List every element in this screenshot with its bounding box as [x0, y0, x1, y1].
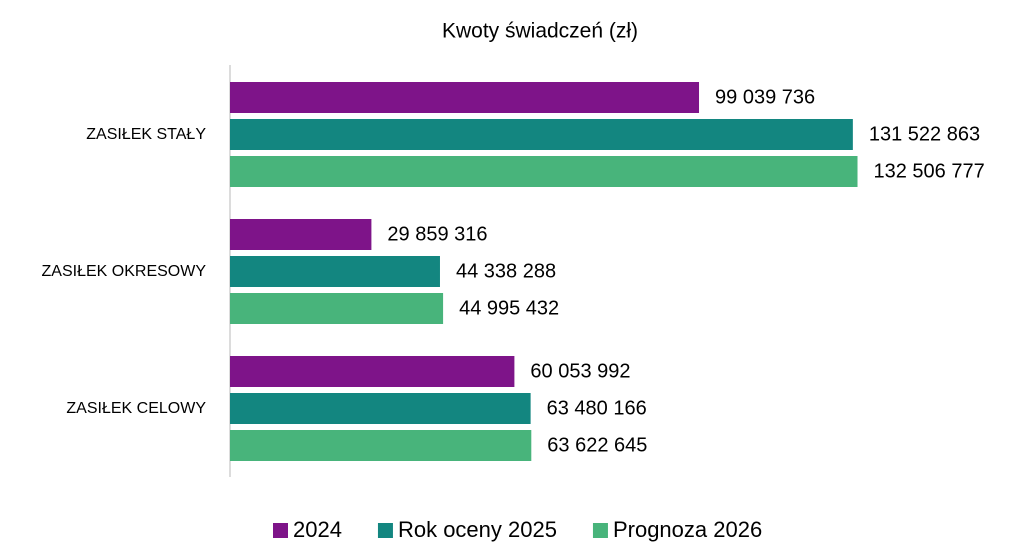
bar: [230, 119, 853, 150]
bar: [230, 219, 372, 250]
bar: [230, 393, 531, 424]
bar: [230, 156, 858, 187]
data-label: 131 522 863: [869, 123, 980, 145]
data-label: 63 480 166: [547, 397, 647, 419]
data-label: 29 859 316: [387, 223, 487, 245]
legend-label: Prognoza 2026: [613, 517, 762, 542]
data-label: 44 995 432: [459, 297, 559, 319]
legend-swatch: [592, 523, 608, 538]
bar: [230, 430, 532, 461]
legend-swatch: [273, 523, 288, 538]
bar: [230, 356, 515, 387]
bar: [230, 82, 700, 113]
legend-label: 2024: [293, 517, 342, 542]
category-label: ZASIŁEK CELOWY: [66, 400, 206, 417]
legend-label: Rok oceny 2025: [398, 517, 557, 542]
category-label: ZASIŁEK OKRESOWY: [42, 263, 207, 280]
category-label: ZASIŁEK STAŁY: [86, 126, 206, 143]
bar: [230, 293, 444, 324]
data-label: 99 039 736: [715, 86, 815, 108]
data-label: 60 053 992: [530, 360, 630, 382]
data-label: 63 622 645: [547, 434, 647, 456]
data-label: 132 506 777: [874, 160, 985, 182]
bar: [230, 256, 440, 287]
data-label: 44 338 288: [456, 260, 556, 282]
legend-swatch: [377, 523, 393, 538]
chart-title: Kwoty świadczeń (zł): [442, 20, 638, 43]
